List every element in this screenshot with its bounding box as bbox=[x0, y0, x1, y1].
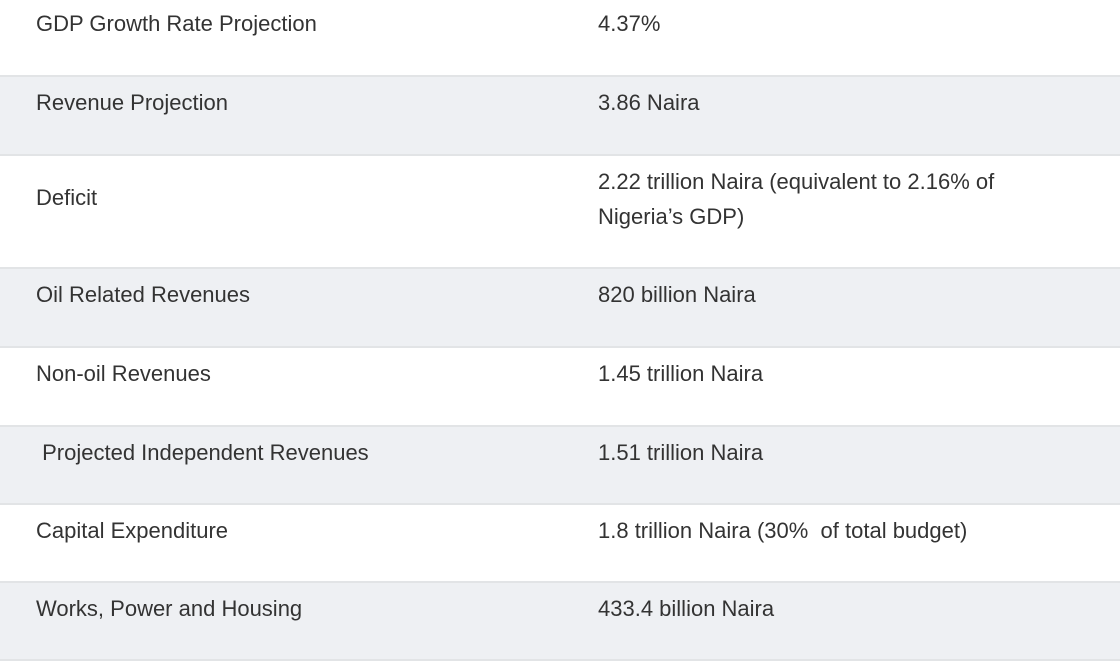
table-row: Capital Expenditure 1.8 trillion Naira (… bbox=[0, 504, 1120, 582]
table-row: Revenue Projection 3.86 Naira bbox=[0, 76, 1120, 155]
row-label: Oil Related Revenues bbox=[36, 282, 251, 307]
row-label: GDP Growth Rate Projection bbox=[36, 11, 317, 36]
table-row: Works, Power and Housing 433.4 billion N… bbox=[0, 582, 1120, 660]
row-label: Projected Independent Revenues bbox=[36, 440, 369, 465]
row-label: Deficit bbox=[36, 185, 98, 210]
row-value: 3.86 Naira bbox=[598, 90, 700, 115]
row-value: 1.45 trillion Naira bbox=[598, 361, 764, 386]
row-value: 1.51 trillion Naira bbox=[598, 440, 764, 465]
row-label: Revenue Projection bbox=[36, 90, 229, 115]
table-row: Projected Independent Revenues 1.51 tril… bbox=[0, 426, 1120, 504]
row-value: 4.37% bbox=[598, 11, 661, 36]
table-row: GDP Growth Rate Projection 4.37% bbox=[0, 0, 1120, 76]
row-label: Non-oil Revenues bbox=[36, 361, 211, 386]
row-value: 820 billion Naira bbox=[598, 282, 756, 307]
row-label: Works, Power and Housing bbox=[36, 596, 303, 621]
table-row: Deficit 2.22 trillion Naira (equivalent … bbox=[0, 155, 1120, 268]
row-label: Capital Expenditure bbox=[36, 518, 229, 543]
row-value: 2.22 trillion Naira (equivalent to 2.16%… bbox=[598, 169, 995, 229]
row-value: 433.4 billion Naira bbox=[598, 596, 775, 621]
table-row: Oil Related Revenues 820 billion Naira bbox=[0, 268, 1120, 347]
table-row: Non-oil Revenues 1.45 trillion Naira bbox=[0, 347, 1120, 426]
row-value: 1.8 trillion Naira (30% of total budget) bbox=[598, 518, 968, 543]
